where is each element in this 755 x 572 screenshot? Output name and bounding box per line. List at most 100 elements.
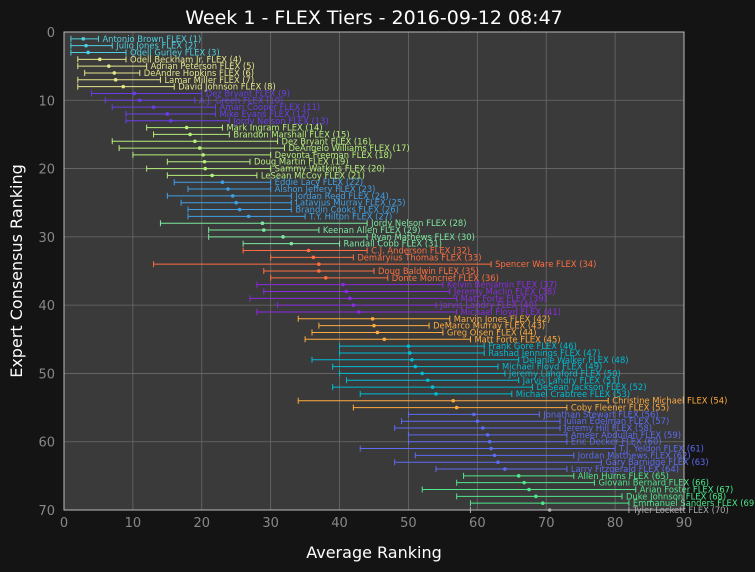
data-label: Marvin Jones FLEX (42) xyxy=(454,314,551,324)
data-point xyxy=(348,296,352,301)
data-point xyxy=(151,105,156,109)
data-label: Mike Evans FLEX (12) xyxy=(220,109,310,119)
data-point xyxy=(237,207,242,212)
data-label: Ameer Abdullah FLEX (59) xyxy=(571,430,681,440)
data-point xyxy=(534,494,538,499)
data-label: Jordan Reed FLEX (24) xyxy=(294,191,388,201)
data-label: Sammy Watkins FLEX (20) xyxy=(275,164,385,174)
data-label: Gary Barnidge FLEX (63) xyxy=(605,457,708,467)
data-label: T.J. Yeldon FLEX (61) xyxy=(618,444,704,454)
y-tick-label: 40 xyxy=(38,299,55,314)
data-point xyxy=(84,43,88,48)
data-label: Devonta Freeman FLEX (18) xyxy=(275,150,392,160)
data-point xyxy=(425,378,430,383)
data-point xyxy=(522,480,526,485)
data-point xyxy=(372,323,376,328)
data-point xyxy=(481,426,485,430)
data-point xyxy=(420,371,425,376)
x-tick-label: 90 xyxy=(676,516,693,531)
chart-title: Week 1 - FLEX Tiers - 2016-09-12 08:47 xyxy=(185,7,563,29)
data-point xyxy=(317,269,321,273)
data-point xyxy=(370,317,375,321)
data-point xyxy=(410,357,414,362)
data-point xyxy=(230,194,235,198)
data-point xyxy=(344,289,349,294)
x-axis-label: Average Ranking xyxy=(306,543,442,562)
data-label: Jeremy Hill FLEX (58) xyxy=(563,423,652,433)
data-point xyxy=(487,439,492,444)
data-label: Brandon Marshall FLEX (15) xyxy=(233,129,349,139)
data-point xyxy=(193,139,197,144)
data-label: Jeremy Maclin FLEX (38) xyxy=(453,286,556,296)
data-label: Demaryius Thomas FLEX (33) xyxy=(357,252,481,262)
data-point xyxy=(226,187,230,191)
data-label: Arian Foster FLEX (67) xyxy=(640,485,734,495)
data-label: Jarvis Landry FLEX (40) xyxy=(439,300,537,310)
data-label: Jordy Nelson FLEX (13) xyxy=(232,116,328,126)
data-point xyxy=(86,50,90,55)
x-tick-label: 60 xyxy=(469,516,486,531)
data-label: Jordan Matthews FLEX (62) xyxy=(577,450,691,460)
data-label: C.J. Anderson FLEX (32) xyxy=(371,246,470,256)
data-point xyxy=(202,159,207,164)
y-tick-label: 10 xyxy=(38,94,55,109)
data-point xyxy=(201,153,205,157)
data-point xyxy=(234,200,239,205)
data-point xyxy=(137,98,142,103)
y-tick-label: 0 xyxy=(47,26,55,41)
data-point xyxy=(406,344,411,348)
data-point xyxy=(281,235,285,239)
axis-ticks: 0 10 20 30 40 50 60 70 80 90 0 10 20 30 40 50 60 70 xyxy=(38,26,692,531)
y-tick-label: 20 xyxy=(38,163,55,178)
data-point xyxy=(81,37,86,41)
data-point xyxy=(492,453,497,458)
plot-frame xyxy=(63,31,685,511)
data-point xyxy=(475,419,480,424)
data-point xyxy=(132,91,137,96)
data-point xyxy=(260,221,265,225)
data-label: Doug Baldwin FLEX (35) xyxy=(378,266,479,276)
data-label: Jonathan Stewart FLEX (56) xyxy=(542,409,658,419)
y-axis-label: Expert Consensus Ranking xyxy=(7,164,26,378)
data-point xyxy=(351,303,356,307)
data-point xyxy=(106,64,111,68)
x-tick-label: 10 xyxy=(125,516,142,531)
data-label: Odell Beckham Jr. FLEX (4) xyxy=(130,54,242,64)
x-tick-label: 0 xyxy=(60,516,68,531)
data-point xyxy=(261,228,266,232)
data-point xyxy=(210,173,214,178)
data-point xyxy=(188,132,192,137)
data-label: DeSean Jackson FLEX (52) xyxy=(536,382,646,392)
data-point xyxy=(289,241,294,246)
data-label: David Johnson FLEX (8) xyxy=(178,82,276,92)
data-point xyxy=(306,248,311,253)
data-label: Dez Bryant FLEX (16) xyxy=(282,136,372,146)
data-label: Eric Decker FLEX (60) xyxy=(571,437,662,447)
data-point xyxy=(121,84,126,89)
data-label: Rashad Jennings FLEX (47) xyxy=(488,348,600,358)
data-label: Jeremy Langford FLEX (50) xyxy=(508,368,621,378)
data-point xyxy=(341,282,345,287)
x-tick-label: 30 xyxy=(262,516,279,531)
data-point xyxy=(165,112,170,116)
data-point xyxy=(112,71,117,75)
data-point xyxy=(430,385,435,389)
x-tick-label: 20 xyxy=(194,516,211,531)
data-label: Greg Olsen FLEX (44) xyxy=(447,327,537,337)
data-label: Eddie Lacy FLEX (22) xyxy=(275,177,363,187)
x-tick-label: 50 xyxy=(400,516,417,531)
data-point xyxy=(317,262,321,266)
data-point xyxy=(472,412,476,417)
data-label: Michael Floyd FLEX (41) xyxy=(461,307,561,317)
data-point xyxy=(540,501,545,505)
data-label: Duke Johnson FLEX (68) xyxy=(626,491,726,501)
data-label: Donte Moncrief FLEX (36) xyxy=(392,273,499,283)
data-point xyxy=(413,364,418,369)
data-label: Ryan Mathews FLEX (30) xyxy=(371,232,475,242)
data-label: Dez Bryant FLEX (9) xyxy=(206,88,290,98)
data-point xyxy=(113,78,118,82)
data-label: Mark Ingram FLEX (14) xyxy=(226,123,322,133)
data-label: Keenan Allen FLEX (29) xyxy=(323,225,421,235)
data-label: Julio Jones FLEX (2) xyxy=(115,41,196,51)
